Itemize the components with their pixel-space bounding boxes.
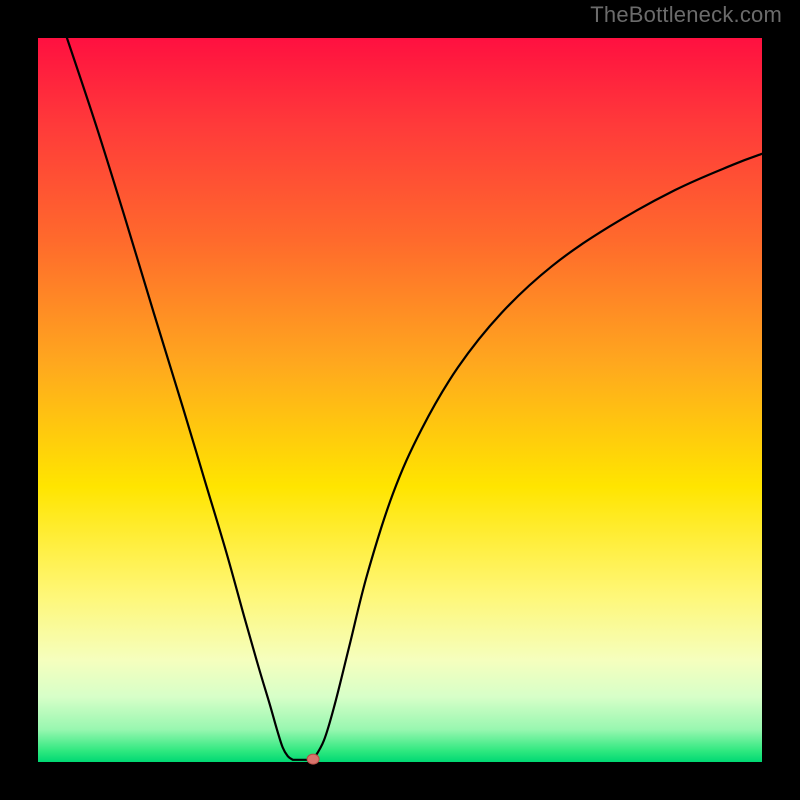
plot-area-background xyxy=(38,38,762,762)
optimum-marker xyxy=(307,754,319,764)
chart-container: TheBottleneck.com xyxy=(0,0,800,800)
watermark-text: TheBottleneck.com xyxy=(590,2,782,28)
chart-svg xyxy=(0,0,800,800)
